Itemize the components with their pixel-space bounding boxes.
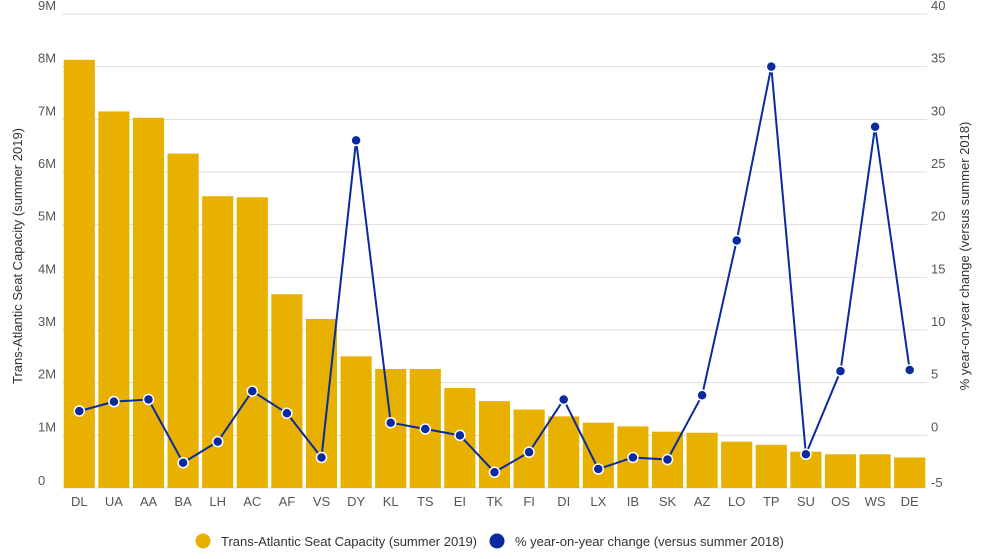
right-tick-label: -5 [931, 475, 943, 490]
point-SK [661, 453, 674, 466]
left-tick-label: 0 [38, 473, 45, 488]
right-tick-label: 10 [931, 314, 945, 329]
x-tick-label: IB [627, 494, 639, 509]
x-tick-label: TS [417, 494, 434, 509]
left-tick-label: 7M [38, 103, 56, 118]
point-AA [142, 393, 155, 406]
point-EI [454, 429, 466, 442]
point-AF [281, 407, 293, 419]
bar-AC [236, 197, 268, 488]
legend-label-line: % year-on-year change (versus summer 201… [515, 534, 784, 549]
line-series [73, 60, 916, 478]
bar-DE [894, 457, 926, 488]
x-tick-label: AC [243, 494, 261, 509]
point-TK [488, 466, 501, 478]
legend-label-bar: Trans-Atlantic Seat Capacity (summer 201… [221, 534, 477, 549]
point-VS [315, 451, 328, 464]
x-tick-label: BA [174, 494, 192, 509]
point-TS [419, 423, 432, 435]
point-FI [523, 446, 535, 458]
x-tick-label: DL [71, 494, 88, 509]
x-tick-label: DY [347, 494, 365, 509]
point-UA [108, 395, 120, 408]
bar-series [63, 59, 926, 489]
x-tick-label: SK [659, 494, 677, 509]
x-tick-label: AF [279, 494, 296, 509]
bar-LO [721, 441, 753, 488]
x-tick-label: WS [865, 494, 886, 509]
bar-TP [755, 444, 787, 488]
x-tick-label: KL [383, 494, 399, 509]
left-tick-label: 5M [38, 209, 56, 224]
point-OS [834, 365, 847, 377]
bar-DL [63, 59, 95, 488]
x-axis-ticks: DL UA AA BA LH AC AF VS DY KL TS EI TK FI DI LX IB SK AZ LO… [71, 494, 919, 509]
right-tick-label: 40 [931, 0, 945, 13]
right-axis-title: % year-on-year change (versus summer 201… [957, 122, 972, 391]
left-axis-ticks: 0 1M 2M 3M 4M 5M 6M 7M 8M 9M [38, 0, 56, 488]
legend: Trans-Atlantic Seat Capacity (summer 201… [195, 533, 784, 549]
point-TP [765, 60, 778, 73]
bar-WS [859, 454, 891, 488]
x-tick-label: AZ [694, 494, 711, 509]
point-AC [246, 385, 259, 397]
x-tick-label: LO [728, 494, 745, 509]
legend-marker-line [489, 533, 505, 549]
x-tick-label: DI [557, 494, 570, 509]
left-tick-label: 9M [38, 0, 56, 13]
point-WS [869, 120, 881, 133]
point-AZ [696, 389, 708, 402]
bar-LX [582, 422, 614, 488]
right-tick-label: 5 [931, 367, 938, 382]
point-LO [730, 234, 743, 247]
legend-marker-bar [195, 533, 211, 549]
bar-OS [824, 454, 857, 488]
left-axis-title: Trans-Atlantic Seat Capacity (summer 201… [10, 128, 25, 384]
left-tick-label: 3M [38, 314, 56, 329]
right-axis-ticks: -5 0 5 10 15 20 25 30 35 40 [931, 0, 945, 490]
right-tick-label: 0 [931, 419, 938, 434]
x-tick-label: TP [763, 494, 780, 509]
x-tick-label: EI [454, 494, 466, 509]
point-DE [903, 364, 916, 376]
x-tick-label: FI [523, 494, 535, 509]
right-tick-label: 35 [931, 51, 945, 66]
right-tick-label: 15 [931, 261, 945, 276]
left-tick-label: 2M [38, 367, 56, 382]
point-LX [592, 463, 605, 475]
bar-BA [167, 153, 199, 489]
left-tick-label: 1M [38, 419, 56, 434]
bar-KL [375, 368, 407, 488]
bar-DI [548, 416, 580, 488]
left-tick-label: 4M [38, 261, 56, 276]
point-DL [73, 405, 86, 417]
bar-DY [340, 356, 372, 488]
x-tick-label: LX [590, 494, 606, 509]
x-tick-label: UA [105, 494, 123, 509]
point-BA [177, 456, 189, 469]
right-tick-label: 25 [931, 156, 945, 171]
x-tick-label: DE [901, 494, 919, 509]
x-tick-label: VS [313, 494, 331, 509]
point-LH [211, 435, 224, 448]
x-tick-label: AA [140, 494, 158, 509]
right-tick-label: 30 [931, 103, 945, 118]
right-tick-label: 20 [931, 209, 945, 224]
point-DI [557, 393, 570, 406]
x-tick-label: SU [797, 494, 815, 509]
left-tick-label: 6M [38, 156, 56, 171]
x-tick-label: OS [831, 494, 850, 509]
x-tick-label: LH [209, 494, 226, 509]
bar-AA [132, 117, 165, 489]
bar-UA [98, 111, 130, 488]
bar-AZ [686, 432, 718, 488]
point-IB [627, 451, 639, 464]
point-KL [384, 416, 397, 429]
left-tick-label: 8M [38, 51, 56, 66]
bar-AF [271, 294, 303, 488]
x-tick-label: TK [486, 494, 503, 509]
point-SU [800, 448, 812, 461]
point-DY [350, 134, 362, 147]
